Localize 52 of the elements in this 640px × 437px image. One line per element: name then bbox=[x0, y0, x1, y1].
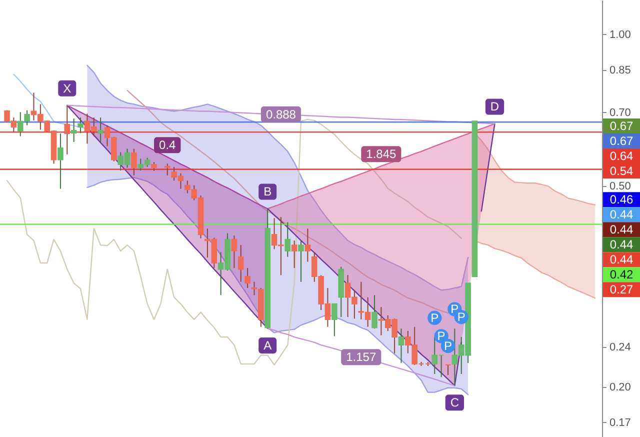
data-label: P bbox=[444, 338, 452, 353]
line-series bbox=[86, 64, 469, 291]
series-label: 0.4 bbox=[159, 138, 176, 152]
candlestick bbox=[445, 364, 451, 376]
line-series bbox=[266, 123, 496, 210]
candlestick bbox=[70, 118, 77, 142]
candlestick bbox=[164, 163, 170, 176]
data-label: D bbox=[490, 100, 500, 114]
text: 0.42 bbox=[610, 268, 634, 282]
text: 0.46 bbox=[610, 192, 634, 207]
text: 0.44 bbox=[610, 238, 634, 252]
candlestick bbox=[298, 240, 304, 282]
candlestick bbox=[231, 235, 238, 269]
candlestick bbox=[304, 228, 311, 262]
candlestick bbox=[98, 117, 104, 142]
y-tick-label: 0.17 bbox=[610, 416, 631, 429]
candlestick bbox=[284, 222, 291, 258]
data-label: P bbox=[457, 310, 466, 324]
text: 0.44 bbox=[610, 208, 634, 222]
candlestick bbox=[291, 240, 298, 269]
text: 0.44 bbox=[610, 252, 634, 267]
y-tick-label: 0.20 bbox=[610, 381, 631, 394]
text: 0.64 bbox=[610, 148, 634, 163]
text: 0.27 bbox=[610, 282, 634, 297]
candlestick bbox=[372, 294, 378, 329]
series-label: 1.845 bbox=[366, 147, 397, 162]
text: 0.67 bbox=[610, 134, 634, 148]
y-tick-label: 0.85 bbox=[610, 64, 631, 76]
text: 0.44 bbox=[610, 222, 634, 237]
data-label: B bbox=[264, 184, 272, 199]
y-tick-label: 0.24 bbox=[610, 341, 631, 354]
candlestick bbox=[238, 244, 244, 282]
data-label: P bbox=[430, 310, 439, 325]
candlestick bbox=[58, 132, 64, 190]
text: 0.67 bbox=[610, 118, 634, 133]
data-label: P bbox=[437, 329, 446, 344]
candlestick bbox=[332, 303, 338, 337]
candlestick bbox=[244, 268, 250, 289]
data-label: C bbox=[450, 396, 460, 410]
candlestick bbox=[78, 117, 84, 134]
data-label: P bbox=[450, 302, 459, 316]
y-tick-label: 0.70 bbox=[610, 106, 631, 119]
candlestick bbox=[251, 281, 258, 296]
line-series bbox=[86, 176, 469, 396]
candlestick bbox=[131, 148, 137, 176]
y-tick-label: 0.50 bbox=[610, 180, 631, 193]
candlestick bbox=[64, 104, 70, 155]
y-tick-label: 1.00 bbox=[610, 28, 631, 41]
data-label: X bbox=[63, 81, 72, 96]
data-label: A bbox=[264, 338, 272, 352]
candlestick bbox=[398, 328, 404, 364]
text: 0.54 bbox=[610, 164, 634, 178]
